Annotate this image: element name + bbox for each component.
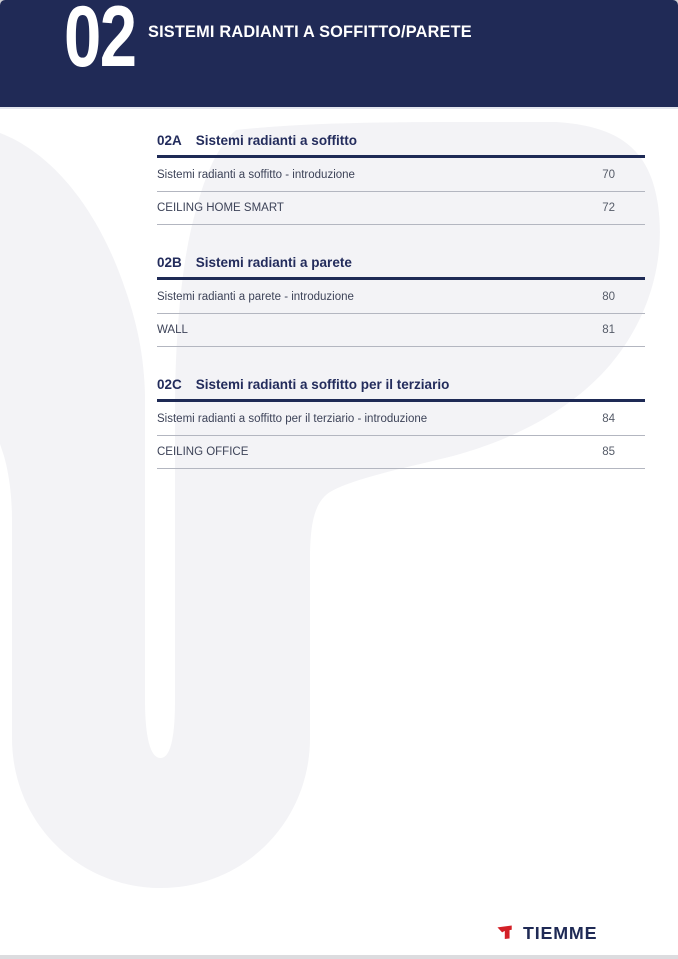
page-bottom-edge — [0, 955, 678, 959]
toc-entry-label: CEILING HOME SMART — [157, 202, 284, 214]
section-code: 02A — [157, 133, 182, 148]
toc-entry-page-number: 80 — [602, 291, 615, 303]
toc-entry-page-number: 85 — [602, 446, 615, 458]
toc-section-02a: 02A Sistemi radianti a soffitto Sistemi … — [157, 133, 645, 225]
section-heading: 02C Sistemi radianti a soffitto per il t… — [157, 377, 645, 399]
section-code: 02B — [157, 255, 182, 270]
toc-entry-page-number: 72 — [602, 202, 615, 214]
chapter-header: 02 SISTEMI RADIANTI A SOFFITTO/PARETE — [0, 0, 678, 109]
toc-entry-label: Sistemi radianti a parete - introduzione — [157, 291, 354, 303]
toc-entry-page-number: 84 — [602, 413, 615, 425]
section-heading: 02A Sistemi radianti a soffitto — [157, 133, 645, 155]
toc-section-02b: 02B Sistemi radianti a parete Sistemi ra… — [157, 255, 645, 347]
section-code: 02C — [157, 377, 182, 392]
toc-entry-label: WALL — [157, 324, 188, 336]
section-title: Sistemi radianti a soffitto — [195, 133, 358, 148]
toc-row[interactable]: WALL 81 — [157, 314, 645, 347]
tiemme-logo-icon — [497, 925, 512, 940]
toc-entry-page-number: 81 — [602, 324, 615, 336]
section-heading: 02B Sistemi radianti a parete — [157, 255, 645, 277]
toc-row[interactable]: CEILING OFFICE 85 — [157, 436, 645, 469]
section-rule — [157, 155, 645, 158]
toc-entry-label: Sistemi radianti a soffitto per il terzi… — [157, 413, 428, 425]
chapter-number: 02 — [64, 0, 137, 85]
section-rule — [157, 399, 645, 402]
tiemme-logo: TIEMME — [497, 923, 598, 944]
section-title: Sistemi radianti a parete — [195, 255, 352, 270]
tiemme-logo-text: TIEMME — [523, 923, 598, 943]
toc-entry-page-number: 70 — [602, 169, 615, 181]
section-rule — [157, 277, 645, 280]
toc-section-02c: 02C Sistemi radianti a soffitto per il t… — [157, 377, 645, 469]
section-title: Sistemi radianti a soffitto per il terzi… — [195, 377, 450, 392]
toc-entry-label: CEILING OFFICE — [157, 446, 249, 458]
toc-entry-label: Sistemi radianti a soffitto - introduzio… — [157, 169, 355, 181]
table-of-contents: 02A Sistemi radianti a soffitto Sistemi … — [157, 133, 645, 499]
toc-row[interactable]: Sistemi radianti a parete - introduzione… — [157, 281, 645, 314]
toc-row[interactable]: Sistemi radianti a soffitto per il terzi… — [157, 403, 645, 436]
toc-row[interactable]: Sistemi radianti a soffitto - introduzio… — [157, 159, 645, 192]
toc-row[interactable]: CEILING HOME SMART 72 — [157, 192, 645, 225]
chapter-title: SISTEMI RADIANTI A SOFFITTO/PARETE — [148, 22, 472, 41]
